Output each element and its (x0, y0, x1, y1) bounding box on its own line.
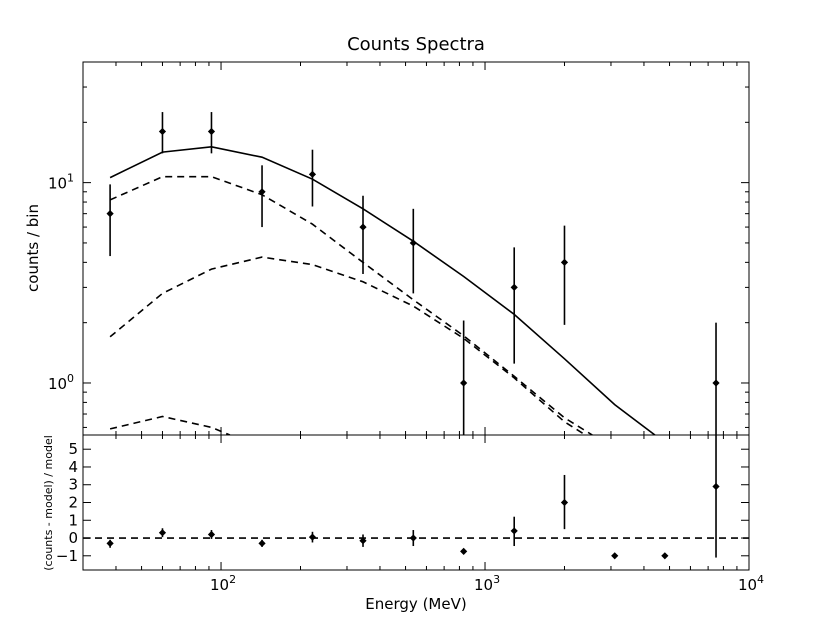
model-curve-component-2 (109, 256, 586, 435)
y-tick-label: 0 (68, 529, 78, 547)
x-tick-label: 102 (210, 573, 236, 594)
data-point-marker (460, 379, 468, 387)
residual-point-marker (308, 533, 317, 541)
residual-point-marker (258, 539, 266, 547)
y-tick-label: 1 (68, 511, 78, 529)
model-curve-component-3 (109, 415, 231, 435)
residuals-plot-frame (82, 434, 750, 571)
residual-point-marker (560, 498, 569, 507)
chart-title: Counts Spectra (347, 34, 485, 55)
energy-x-tick-labels: 102 103 104 (210, 573, 764, 594)
y-tick-label: 101 (48, 172, 74, 193)
residual-point-marker (661, 552, 669, 560)
model-curve-component-1 (109, 175, 593, 435)
y-tick-label: 3 (68, 476, 78, 494)
residual-point-marker (409, 534, 417, 542)
x-tick-label: 103 (474, 573, 500, 594)
data-point-marker (308, 170, 317, 178)
residual-point-marker (460, 547, 468, 555)
data-point-marker (712, 379, 720, 387)
counts-axis-ticks (82, 61, 750, 435)
data-point-marker (359, 223, 367, 231)
residual-point-marker (510, 527, 518, 535)
data-point-marker (207, 127, 216, 136)
residual-point-marker (611, 552, 619, 560)
residual-point-marker (207, 530, 216, 539)
x-tick-label: 104 (738, 573, 764, 594)
data-point-marker (560, 258, 569, 266)
model-curve-total-model (109, 145, 656, 435)
residuals-data-points (106, 435, 720, 560)
data-point-marker (158, 127, 167, 136)
residual-point-marker (106, 539, 114, 547)
counts-model-curves (109, 145, 656, 435)
y-tick-label: 5 (68, 440, 78, 458)
residual-point-marker (158, 529, 167, 537)
y-tick-label: 2 (68, 494, 78, 512)
y-tick-label: 4 (68, 458, 78, 476)
counts-panel: Counts Spectra 100 101 counts / bin (24, 34, 750, 436)
counts-data-points (106, 112, 720, 435)
data-point-marker (409, 239, 417, 247)
y-tick-label: 100 (48, 372, 74, 393)
counts-y-tick-labels: 100 101 (48, 172, 74, 393)
counts-y-axis-label: counts / bin (24, 204, 42, 292)
data-point-marker (258, 188, 266, 196)
counts-plot-frame (82, 61, 750, 436)
energy-x-axis-label: Energy (MeV) (365, 595, 466, 613)
residuals-axis-ticks (82, 435, 750, 570)
residuals-y-axis-label: (counts - model) / model (42, 435, 55, 571)
y-tick-label: −1 (56, 547, 78, 565)
residual-point-marker (359, 537, 367, 545)
data-point-marker (510, 283, 518, 291)
data-point-marker (106, 210, 114, 218)
residual-point-marker (712, 482, 720, 491)
